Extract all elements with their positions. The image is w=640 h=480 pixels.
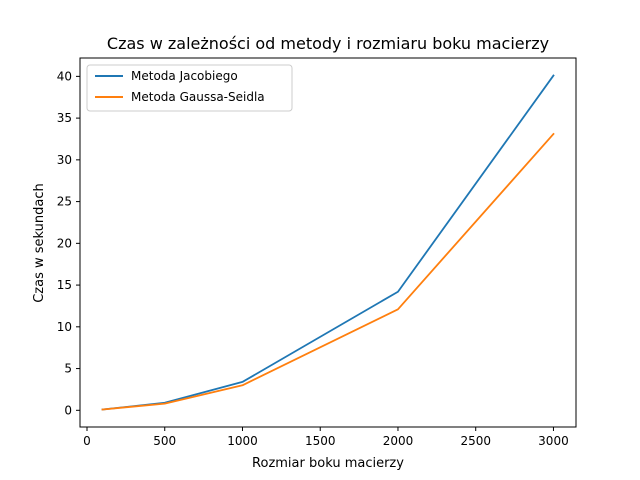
series-lines (101, 74, 555, 411)
x-tick-label: 3000 (538, 434, 569, 448)
series-line-gauss-seidel (101, 132, 555, 411)
y-tick-label: 30 (57, 153, 72, 167)
x-tick-label: 2500 (460, 434, 491, 448)
legend-label-jacobi: Metoda Jacobiego (131, 69, 238, 83)
y-tick-label: 40 (57, 69, 72, 83)
legend: Metoda Jacobiego Metoda Gaussa-Seidla (86, 64, 293, 112)
y-axis-label: Czas w sekundach (32, 183, 47, 303)
legend-label-gauss-seidel: Metoda Gaussa-Seidla (131, 90, 265, 104)
y-tick-label: 20 (57, 236, 72, 250)
y-tick-label: 25 (57, 195, 72, 209)
y-tick-label: 15 (57, 278, 72, 292)
y-tick-label: 0 (64, 403, 72, 417)
y-tick-label: 10 (57, 320, 72, 334)
y-tick-label: 5 (64, 362, 72, 376)
x-tick-label: 0 (83, 434, 91, 448)
plot-frame (79, 57, 577, 428)
x-tick-label: 1000 (227, 434, 258, 448)
chart-title: Czas w zależności od metody i rozmiaru b… (107, 34, 549, 53)
axis-ticks: 0 500 1000 1500 2000 2500 3000 0 5 10 15 20 25 30 35 40 (57, 69, 569, 448)
x-tick-label: 500 (153, 434, 176, 448)
y-tick-label: 35 (57, 111, 72, 125)
legend-box (86, 64, 293, 112)
x-tick-label: 2000 (383, 434, 414, 448)
x-tick-label: 1500 (305, 434, 336, 448)
x-axis-label: Rozmiar boku macierzy (252, 456, 404, 471)
